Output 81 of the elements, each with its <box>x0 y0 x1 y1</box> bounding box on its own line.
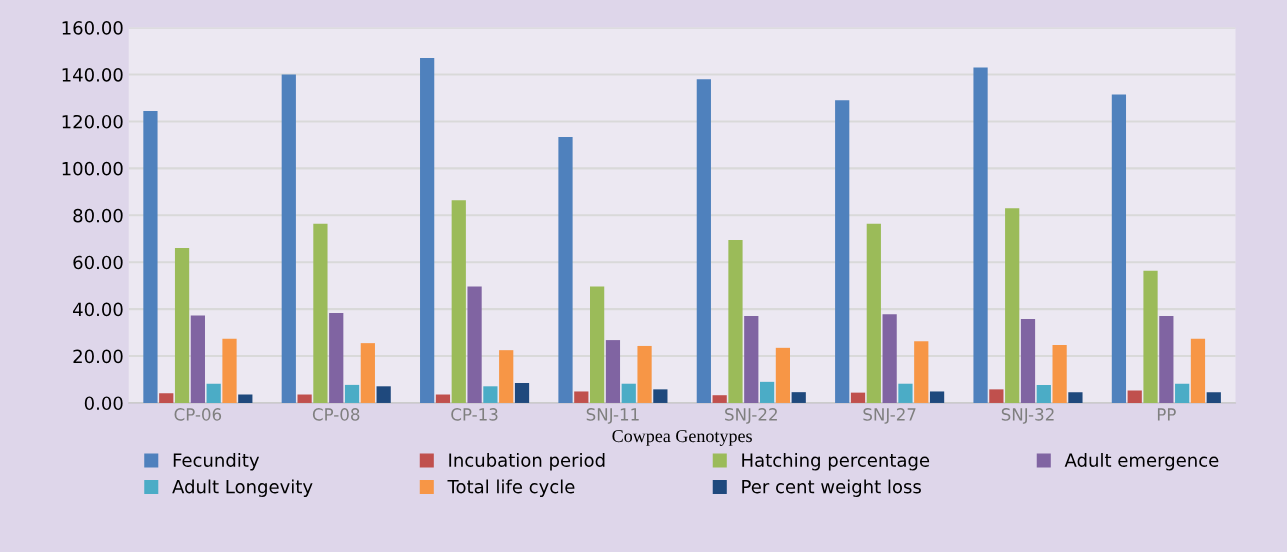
legend-label: Incubation period <box>449 452 605 471</box>
y-tick-label: 80.00 <box>73 208 123 223</box>
bar <box>313 223 328 403</box>
bar <box>499 350 514 403</box>
x-tick-label: SNJ-22 <box>725 408 777 424</box>
bar <box>574 391 589 403</box>
bar <box>759 381 775 403</box>
x-tick-label: SNJ-27 <box>863 408 916 424</box>
bar <box>590 286 605 403</box>
bar <box>1111 94 1127 403</box>
bar <box>989 389 1004 403</box>
legend-label: Total life cycle <box>447 479 575 497</box>
bar <box>929 391 945 403</box>
bar <box>222 338 237 403</box>
bar <box>866 223 881 403</box>
bar <box>451 200 466 403</box>
y-tick-label: 60.00 <box>73 255 123 270</box>
bar <box>483 386 498 403</box>
bar <box>435 394 451 403</box>
bar <box>1068 392 1083 403</box>
bar <box>558 136 573 403</box>
bar <box>1036 384 1051 403</box>
bar <box>973 67 988 403</box>
bar <box>206 383 221 403</box>
legend-label: Hatching percentage <box>742 452 930 471</box>
bar <box>238 394 253 403</box>
y-tick-label: 40.00 <box>73 302 123 317</box>
bar <box>420 58 435 403</box>
x-tick-label: PP <box>1157 408 1176 421</box>
y-tick-label: 160.00 <box>62 21 123 35</box>
bar <box>1159 315 1174 403</box>
bar <box>637 345 652 403</box>
bar <box>159 393 174 403</box>
bar <box>281 74 296 403</box>
bar <box>914 341 929 403</box>
x-tick-label: CP-06 <box>174 408 222 421</box>
bar <box>1020 318 1036 403</box>
y-tick-label: 0.00 <box>84 396 123 411</box>
bar <box>1190 338 1206 403</box>
x-tick-label: SNJ-32 <box>1001 408 1054 424</box>
legend-label: Adult Longevity <box>172 479 313 497</box>
legend-label: Per cent weight loss <box>742 479 921 497</box>
bar <box>775 347 791 403</box>
bar <box>728 239 743 403</box>
y-tick-label: 140.00 <box>62 67 123 82</box>
x-tick-label: CP-13 <box>451 408 498 421</box>
bar <box>1143 270 1158 403</box>
y-tick-label: 100.00 <box>62 161 123 176</box>
bar <box>621 383 636 403</box>
bar <box>344 384 360 403</box>
bar <box>190 315 205 403</box>
bar <box>791 392 806 403</box>
bar <box>1127 390 1142 403</box>
bar <box>653 389 668 403</box>
x-tick-label: SNJ-11 <box>586 408 639 424</box>
bar <box>1175 383 1190 403</box>
bar <box>882 314 897 403</box>
bar <box>297 394 312 403</box>
bar <box>835 100 850 403</box>
x-axis-title: Cowpea Genotypes <box>612 430 752 446</box>
bar <box>696 79 711 403</box>
bar <box>605 340 621 403</box>
legend-label: Fecundity <box>173 452 260 471</box>
bar <box>850 392 866 403</box>
bar <box>360 343 375 403</box>
bar <box>1052 345 1067 403</box>
x-tick-label: CP-08 <box>312 408 360 421</box>
bar <box>514 383 530 403</box>
bar <box>376 386 391 403</box>
bar <box>712 395 727 403</box>
legend-label: Adult emergence <box>1064 452 1219 471</box>
bar <box>744 315 759 403</box>
bar <box>1206 392 1221 403</box>
bar <box>143 111 158 403</box>
bar <box>898 383 913 403</box>
bar <box>1005 208 1020 403</box>
bar <box>329 313 344 403</box>
y-tick-label: 120.00 <box>62 114 123 129</box>
y-tick-label: 20.00 <box>73 349 123 364</box>
bar <box>174 248 190 403</box>
bar <box>467 286 482 403</box>
